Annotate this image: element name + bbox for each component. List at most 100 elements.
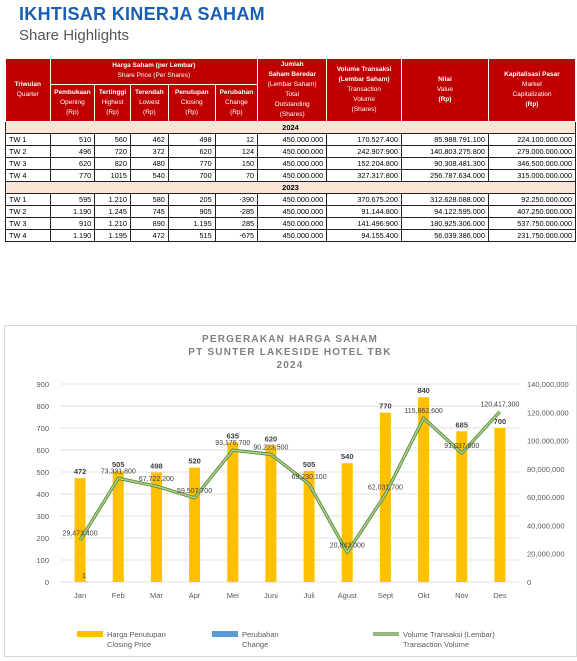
legend-label: Harga Penutupan	[107, 630, 166, 639]
y-left-tick-label: 900	[36, 380, 49, 389]
table-cell: 94.155.400	[326, 229, 402, 242]
y-right-tick-label: 120,000,000	[527, 408, 569, 417]
page-subtitle: Share Highlights	[19, 27, 130, 44]
legend-swatch	[212, 631, 238, 637]
outstanding-en4: (Shares)	[279, 111, 305, 118]
y-left-tick-label: 800	[36, 402, 49, 411]
table-cell: 515	[167, 229, 216, 242]
y-left-tick-label: 600	[36, 446, 49, 455]
price-col-header: Tertinggi Highest (Rp)	[94, 83, 131, 123]
closing-price-bar	[379, 412, 391, 582]
volume-data-label: 62,031,700	[368, 484, 403, 491]
table-cell: 450.000.000	[257, 193, 328, 206]
volume-line	[79, 411, 501, 554]
outstanding-l2: Saham Beredar	[268, 71, 317, 78]
table-cell: 510	[49, 133, 96, 146]
closing-price-bar	[341, 463, 353, 582]
mcap-en3: (Rp)	[525, 101, 539, 108]
year-row: 2023	[5, 181, 576, 194]
table-cell: 256.787.634.000	[400, 169, 489, 182]
closing-price-data-label: 635	[226, 431, 239, 440]
price-col-label: Perubahan	[219, 88, 254, 96]
table-row: TW 1 510 560 462 498 12 450.000.000 170.527.400…	[5, 133, 577, 146]
volume-data-label: 20,843,000	[330, 543, 365, 550]
volume-data-label: 67,722,200	[139, 476, 174, 483]
table-cell: 205	[167, 193, 216, 206]
quarter-cell: TW 1	[5, 133, 51, 146]
volume-data-label: 90,223,500	[253, 444, 288, 451]
volume-header: Volume Transaksi (Lembar Saham) Transact…	[326, 58, 402, 122]
x-tick-label: Sept	[378, 591, 394, 600]
table-cell: 370.675.200	[326, 193, 402, 206]
chart-title-line: 2024	[276, 360, 303, 371]
table-cell: 745	[129, 205, 169, 218]
price-col-unit: (Rp)	[106, 108, 119, 116]
table-cell: 560	[94, 133, 131, 146]
x-tick-label: Juli	[303, 591, 315, 600]
value-en2: (Rp)	[438, 96, 452, 103]
table-cell: 152.204.800	[326, 157, 402, 170]
quarter-cell: TW 4	[5, 169, 51, 182]
mcap-en2: Capitalization	[512, 91, 552, 98]
closing-price-bar	[112, 470, 124, 582]
table-cell: 90.308.481.300	[400, 157, 489, 170]
price-col-header: Penutupan Closing (Rp)	[167, 83, 216, 123]
y-right-tick-label: 40,000,000	[527, 521, 565, 530]
quarter-cell: TW 4	[5, 229, 51, 242]
table-cell: 346.500.000.000	[487, 157, 577, 170]
closing-price-bar	[150, 472, 162, 582]
table-cell: 1.210	[94, 217, 131, 230]
table-cell: 480	[129, 157, 169, 170]
closing-price-bar	[265, 445, 277, 582]
y-right-tick-label: 60,000,000	[527, 493, 565, 502]
table-cell: 312.628.088.000	[400, 193, 489, 206]
price-col-en: Change	[224, 98, 248, 106]
y-left-tick-label: 0	[45, 578, 49, 587]
value-en1: Value	[436, 86, 454, 93]
table-cell: 70	[214, 169, 259, 182]
closing-price-data-label: 620	[265, 435, 278, 444]
closing-price-bar	[74, 478, 86, 582]
table-cell: 720	[94, 145, 131, 158]
closing-price-data-label: 472	[74, 467, 87, 476]
table-cell: 372	[129, 145, 169, 158]
volume-l2: (Lembar Saham)	[338, 76, 390, 83]
x-tick-label: Okt	[418, 591, 431, 600]
table-row: TW 2 1.190 1.245 745 905 -285 450.000.000 91.14…	[5, 205, 577, 218]
table-cell: 1.195	[94, 229, 131, 242]
y-right-tick-label: 20,000,000	[527, 550, 565, 559]
table-cell: 537.750.000.000	[487, 217, 577, 230]
value-l1: Nilai	[438, 76, 452, 83]
value-header: Nilai Value (Rp)	[400, 58, 489, 122]
share-highlights-table: Triwulan Quarter Harga Saham (per Lembar…	[5, 58, 577, 242]
price-col-label: Tertinggi	[98, 88, 127, 96]
quarter-header: Triwulan Quarter	[5, 58, 51, 122]
year-label: 2023	[5, 181, 576, 194]
table-cell: 407.250.000.000	[487, 205, 577, 218]
year-label: 2024	[5, 121, 576, 134]
table-cell: 327.317.800	[326, 169, 402, 182]
quarter-header-label: Triwulan	[14, 81, 41, 88]
legend-swatch	[77, 631, 103, 637]
chart-container: PERGERAKAN HARGA SAHAM PT SUNTER LAKESIDE…	[4, 325, 577, 657]
price-col-header: Terendah Lowest (Rp)	[129, 83, 169, 123]
closing-price-bar	[303, 470, 315, 582]
price-col-unit: (Rp)	[143, 108, 156, 116]
legend-label-en: Transaction Volume	[403, 640, 469, 649]
chart-title-line: PT SUNTER LAKESIDE HOTEL TBK	[188, 347, 391, 358]
outstanding-l1: Jumlah	[280, 61, 304, 68]
volume-en2: Volume	[353, 96, 375, 103]
volume-data-label: 91,037,800	[444, 443, 479, 450]
table-row: TW 2 496 720 372 620 124 450.000.000 242.907.90…	[5, 145, 577, 158]
closing-price-data-label: 700	[494, 417, 507, 426]
x-tick-label: Mei	[227, 591, 239, 600]
change-data-label: 1	[82, 571, 86, 580]
volume-l1: Volume Transaksi	[336, 66, 392, 73]
closing-price-data-label: 505	[112, 460, 125, 469]
table-cell: -285	[214, 205, 259, 218]
price-col-en: Highest	[101, 98, 124, 106]
mcap-l1: Kapitalisasi Pasar	[504, 71, 560, 78]
outstanding-en3: Outstanding	[274, 101, 310, 108]
chart-title-line: PERGERAKAN HARGA SAHAM	[202, 334, 378, 345]
table-cell: 450.000.000	[257, 157, 328, 170]
